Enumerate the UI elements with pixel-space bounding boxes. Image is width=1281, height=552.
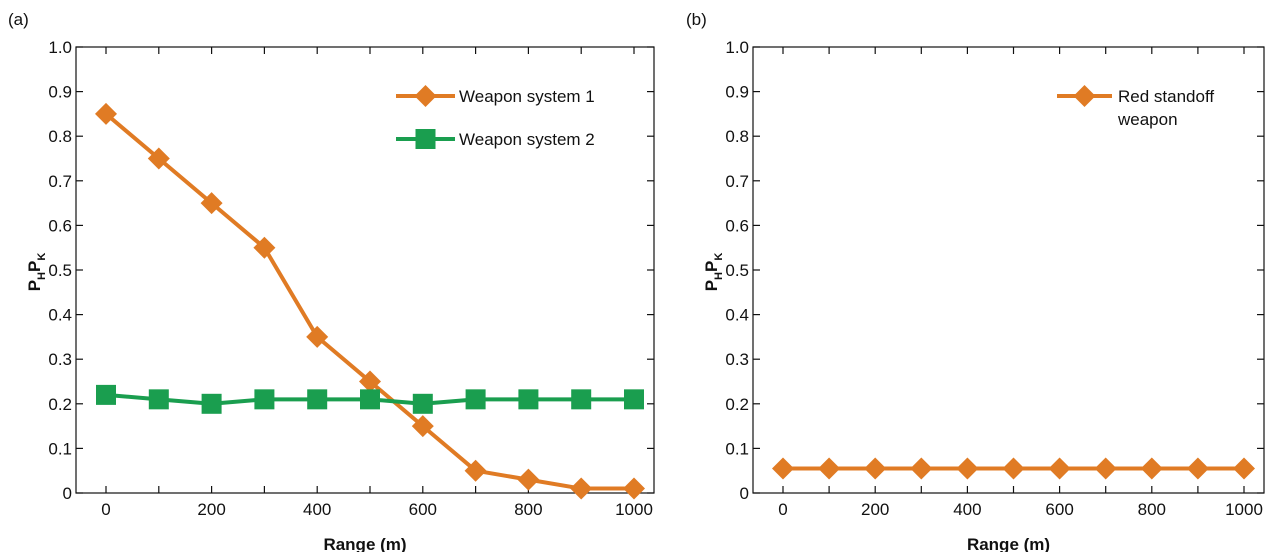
x-tick-label: 0: [101, 500, 110, 519]
data-point: [253, 236, 276, 259]
y-axis-title-part: H: [36, 272, 48, 280]
y-tick-label: 0.1: [725, 439, 749, 458]
y-tick-label: 0: [740, 484, 749, 503]
data-point: [1048, 457, 1071, 480]
x-tick-label: 600: [409, 500, 437, 519]
y-axis-title: PHPK: [702, 253, 725, 292]
data-point: [95, 102, 117, 125]
series-1: [95, 102, 645, 500]
data-point: [956, 457, 979, 480]
x-tick-label: 1000: [615, 500, 653, 519]
data-point: [864, 457, 887, 480]
data-point: [772, 457, 794, 480]
x-axis-title: Range (m): [967, 535, 1050, 552]
x-tick-label: 200: [861, 500, 889, 519]
data-point: [200, 192, 223, 215]
data-point: [623, 477, 645, 500]
data-point: [624, 389, 644, 410]
data-point: [1140, 457, 1163, 480]
y-tick-label: 0.7: [48, 172, 72, 191]
y-tick-label: 1.0: [725, 38, 749, 57]
legend: Red standoff weapon: [1057, 85, 1214, 129]
x-tick-label: 0: [778, 500, 787, 519]
y-tick-label: 0.6: [725, 216, 749, 235]
plot-frame: [75, 46, 655, 494]
series-2: [96, 384, 644, 414]
series-line: [104, 112, 634, 491]
x-tick-label: 200: [197, 500, 225, 519]
y-axis-title: PHPK: [25, 253, 48, 292]
y-tick-label: 0.2: [725, 395, 749, 414]
data-point: [201, 393, 222, 414]
data-point: [818, 457, 841, 480]
data-point: [306, 325, 329, 348]
data-point: [359, 370, 381, 393]
x-tick-label: 800: [514, 500, 542, 519]
chart-panel-a: (a) 0 0.1 0.2 0.3 0.4 0.5 0.6 0.7 0.8 0.9 1.0 0 200 40…: [8, 10, 655, 552]
y-axis-title-part: P: [25, 280, 44, 291]
x-tick-label: 400: [303, 500, 331, 519]
data-point: [148, 389, 169, 410]
x-tick-label: 800: [1138, 500, 1166, 519]
data-point: [1094, 457, 1117, 480]
y-tick-label: 0.3: [725, 350, 749, 369]
x-tick-label: 400: [953, 500, 981, 519]
legend-label: Red standoff: [1118, 87, 1214, 106]
y-tick-label: 0.5: [725, 261, 749, 280]
y-axis-title-part: H: [713, 272, 725, 280]
y-axis-title-part: P: [702, 261, 721, 272]
data-point: [411, 415, 434, 438]
x-tick-label: 1000: [1225, 500, 1263, 519]
data-point: [1002, 457, 1025, 480]
legend: Weapon system 1 Weapon system 2: [396, 85, 595, 149]
plot-frame: [752, 46, 1265, 494]
data-point: [360, 389, 380, 410]
data-point: [465, 389, 486, 410]
y-axis-title-part: P: [702, 280, 721, 291]
legend-swatch-marker: [415, 129, 436, 149]
legend-swatch-marker: [414, 85, 437, 107]
data-point: [464, 459, 487, 482]
data-point: [147, 147, 170, 170]
data-point: [96, 384, 116, 405]
y-tick-label: 0.6: [48, 216, 72, 235]
y-tick-label: 0: [63, 484, 72, 503]
chart-panel-b: (b) 0 0.1 0.2 0.3 0.4 0.5 0.6 0.7 0.8 0.9 1.0 0 200 40…: [686, 10, 1265, 552]
y-tick-label: 0.4: [725, 306, 749, 325]
data-point: [1186, 457, 1209, 480]
data-point: [412, 393, 433, 414]
x-tick-label: 600: [1045, 500, 1073, 519]
legend-label: Weapon system 2: [459, 130, 595, 149]
data-point: [910, 457, 933, 480]
data-point: [1233, 457, 1255, 480]
data-point: [570, 477, 593, 500]
data-point: [517, 468, 540, 491]
y-tick-label: 0.2: [48, 395, 72, 414]
y-tick-label: 0.9: [725, 83, 749, 102]
y-axis-title-part: K: [36, 253, 48, 261]
y-tick-label: 0.8: [725, 127, 749, 146]
y-tick-label: 0.7: [725, 172, 749, 191]
legend-swatch-marker: [1073, 85, 1096, 107]
data-point: [518, 389, 539, 410]
y-tick-label: 0.3: [48, 350, 72, 369]
legend-label: Weapon system 1: [459, 87, 595, 106]
y-tick-label: 0.8: [48, 127, 72, 146]
x-axis-title: Range (m): [323, 535, 406, 552]
data-point: [571, 389, 592, 410]
y-axis-title-part: K: [713, 253, 725, 261]
y-tick-label: 0.4: [48, 306, 72, 325]
y-tick-label: 0.9: [48, 83, 72, 102]
y-axis-title-part: P: [25, 261, 44, 272]
series-1: [772, 457, 1255, 480]
panel-label: (a): [8, 10, 29, 29]
panel-label: (b): [686, 10, 707, 29]
data-point: [307, 389, 328, 410]
data-point: [254, 389, 275, 410]
y-tick-label: 0.5: [48, 261, 72, 280]
y-tick-label: 0.1: [48, 439, 72, 458]
legend-label: weapon: [1117, 110, 1178, 129]
y-tick-label: 1.0: [48, 38, 72, 57]
